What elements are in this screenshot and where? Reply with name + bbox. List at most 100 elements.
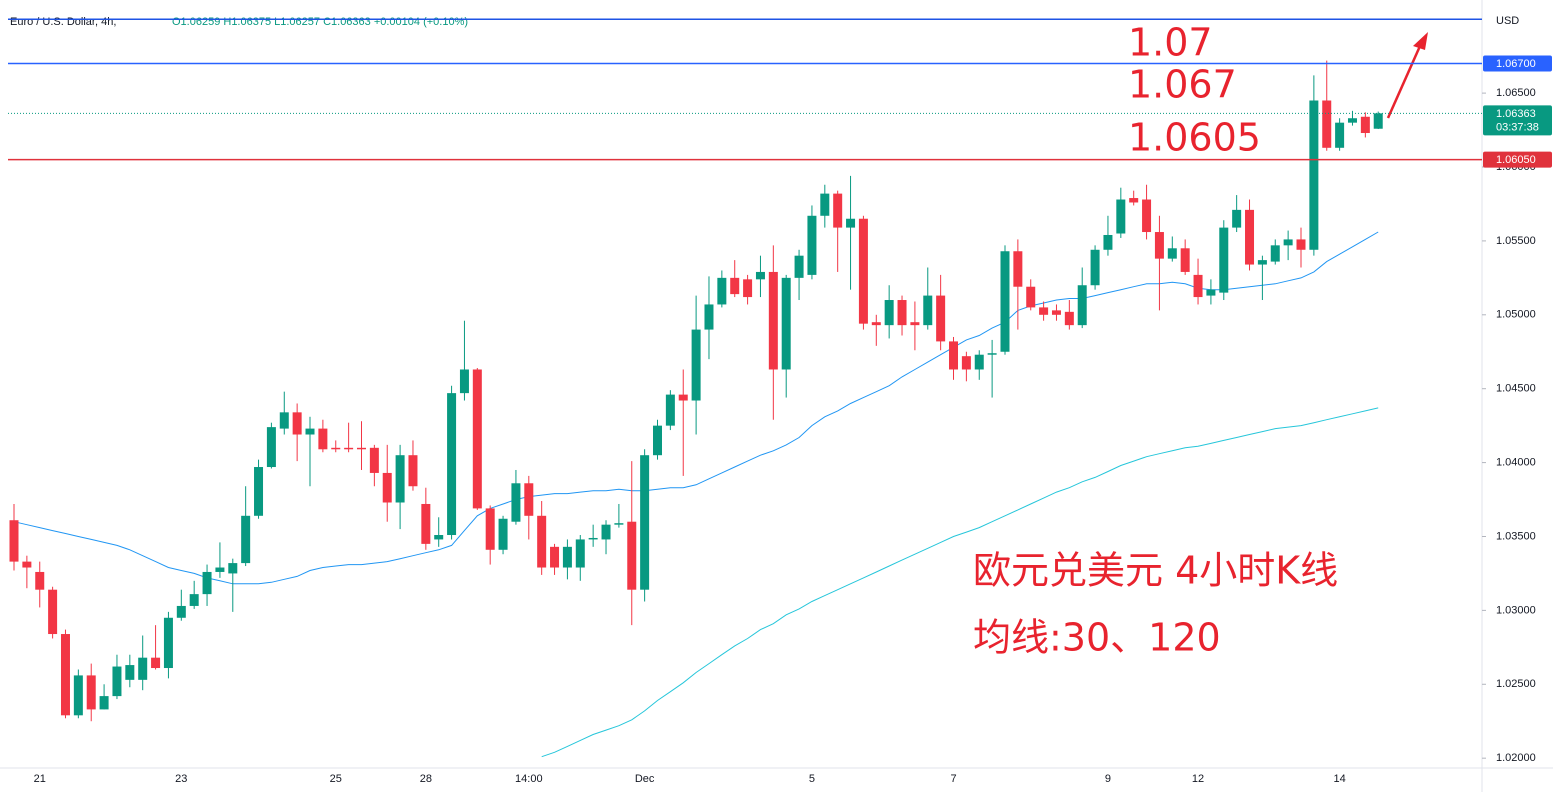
y-tick-label: 1.02000	[1496, 752, 1536, 764]
candle-body	[1245, 209, 1255, 265]
candle-body	[588, 537, 598, 540]
candle-body	[511, 483, 521, 522]
candle-body	[356, 447, 366, 450]
candle-body	[717, 277, 727, 305]
candle-body	[1000, 251, 1010, 352]
candle-body	[871, 322, 881, 326]
candle-body	[1103, 234, 1113, 250]
candle-body	[125, 665, 135, 680]
x-tick-label: 25	[330, 773, 342, 785]
price-label-box	[1483, 55, 1552, 72]
candle-body	[537, 515, 547, 568]
candle-body	[1373, 113, 1383, 129]
candle-body	[1167, 248, 1177, 259]
candle-body	[1193, 274, 1203, 298]
candle-body	[305, 428, 315, 435]
annotation: 1.0605	[1128, 116, 1261, 160]
x-tick-label: 21	[34, 773, 46, 785]
candle-body	[1270, 245, 1280, 262]
y-tick-label: 1.03000	[1496, 604, 1536, 616]
candle-body	[601, 524, 611, 540]
candle-body	[189, 594, 199, 606]
annotation: 1.067	[1128, 63, 1237, 107]
candle-body	[421, 503, 431, 544]
candle-body	[485, 508, 495, 550]
candle-body	[949, 341, 959, 370]
candle-body	[395, 455, 405, 503]
candle-body	[974, 354, 984, 370]
candle-body	[498, 518, 508, 550]
currency-label: USD	[1496, 15, 1519, 27]
candle-body	[9, 520, 19, 562]
candle-body	[369, 447, 379, 473]
candle-body	[807, 215, 817, 275]
candle-body	[215, 567, 225, 572]
candle-body	[614, 523, 624, 525]
candle-body	[897, 300, 907, 326]
candle-body	[1206, 289, 1216, 296]
candle-body	[447, 393, 457, 536]
candle-body	[73, 675, 83, 716]
x-tick-label: 14:00	[515, 773, 543, 785]
candle-body	[228, 563, 238, 574]
candle-body	[1116, 199, 1126, 234]
candle-body	[331, 447, 341, 450]
candle-body	[820, 193, 830, 216]
candle-body	[176, 605, 186, 618]
candle-body	[202, 571, 212, 595]
y-tick-label: 1.04000	[1496, 456, 1536, 468]
x-tick-label: 23	[175, 773, 187, 785]
arrow-shaft	[1386, 45, 1422, 119]
candle-body	[279, 412, 289, 429]
candle-body	[910, 322, 920, 326]
y-tick-label: 1.05500	[1496, 235, 1536, 247]
candle-body	[1335, 122, 1345, 148]
candle-body	[1064, 311, 1074, 326]
candle-body	[1322, 100, 1332, 148]
candle-body	[1129, 198, 1139, 203]
candle-body	[1219, 227, 1229, 293]
candle-body	[382, 472, 392, 503]
candle-body	[1232, 209, 1242, 228]
candle-body	[459, 369, 469, 394]
candle-body	[434, 535, 444, 540]
candle-body	[987, 353, 997, 355]
y-tick-label: 1.05000	[1496, 309, 1536, 321]
candle-body	[562, 546, 572, 568]
candle-body	[1077, 285, 1087, 326]
candle-body	[48, 589, 58, 635]
candle-body	[704, 304, 714, 330]
candle-body	[691, 329, 701, 401]
x-tick-label: 12	[1192, 773, 1204, 785]
candle-body	[86, 675, 96, 710]
candle-body	[138, 657, 148, 680]
candle-body	[936, 295, 946, 342]
candle-body	[344, 447, 354, 450]
last-price-box	[1483, 105, 1552, 136]
candle-body	[22, 561, 32, 568]
candle-body	[550, 546, 560, 568]
last-price-label: 1.06363	[1496, 108, 1536, 120]
candle-body	[472, 369, 482, 509]
candle-body	[1309, 100, 1319, 250]
candle-body	[627, 521, 637, 590]
price-label-box	[1483, 151, 1552, 168]
price-label: 1.06700	[1496, 58, 1536, 70]
y-tick-label: 1.02500	[1496, 678, 1536, 690]
moving-average-line	[13, 231, 1379, 585]
candle-body	[292, 412, 302, 435]
candle-body	[1296, 239, 1306, 250]
annotation: 1.07	[1128, 21, 1213, 65]
y-tick-label: 1.04500	[1496, 383, 1536, 395]
candle-body	[151, 657, 161, 669]
candle-body	[833, 193, 843, 228]
candle-body	[755, 271, 765, 280]
x-tick-label: 28	[420, 773, 432, 785]
candle-body	[678, 394, 688, 401]
candle-body	[1257, 260, 1267, 265]
candle-body	[743, 279, 753, 298]
candle-body	[241, 515, 251, 564]
candle-body	[1039, 307, 1049, 315]
